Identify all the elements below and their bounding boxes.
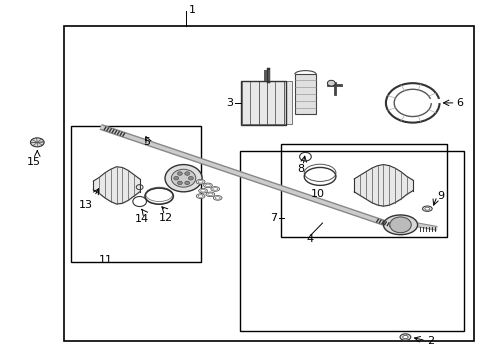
Ellipse shape [205,184,210,186]
Bar [281,144,446,237]
Bar [283,81,292,125]
Bar [266,81,275,125]
Ellipse shape [198,195,203,197]
Ellipse shape [383,215,417,235]
Ellipse shape [30,138,44,147]
Text: 8: 8 [296,164,304,174]
Circle shape [164,165,202,192]
Circle shape [327,80,334,86]
Bar [71,126,200,262]
Circle shape [184,181,189,185]
Ellipse shape [399,334,410,340]
Ellipse shape [207,193,212,195]
Text: 6: 6 [456,98,463,108]
Circle shape [389,217,410,233]
Ellipse shape [210,186,219,191]
Ellipse shape [422,206,431,211]
Circle shape [171,169,195,187]
Ellipse shape [402,336,407,339]
Circle shape [188,176,193,180]
Circle shape [177,181,182,185]
Text: 1: 1 [188,5,195,15]
Text: 4: 4 [306,234,313,244]
Text: 9: 9 [436,191,443,201]
Ellipse shape [215,197,220,199]
Bar [241,81,285,125]
Text: 11: 11 [98,255,112,265]
Ellipse shape [196,194,204,198]
Text: 10: 10 [310,189,324,199]
Text: 13: 13 [79,200,93,210]
Text: 2: 2 [427,336,434,346]
Ellipse shape [198,188,207,193]
Bar [250,81,259,125]
Circle shape [177,172,182,175]
Ellipse shape [196,180,204,184]
Text: 7: 7 [269,213,277,222]
Text: 15: 15 [27,157,41,167]
Circle shape [184,172,189,175]
Ellipse shape [200,189,205,192]
Circle shape [173,176,178,180]
Ellipse shape [198,180,203,183]
Text: 12: 12 [158,213,172,223]
Bar [275,81,284,125]
Ellipse shape [205,192,214,197]
Bar [258,81,267,125]
Bar [294,74,316,114]
Ellipse shape [203,183,212,188]
Bar [64,26,473,341]
Bar [239,151,463,330]
Bar [242,81,250,125]
Ellipse shape [424,207,429,210]
Ellipse shape [213,195,222,200]
Text: 14: 14 [135,214,149,224]
Text: 3: 3 [226,98,233,108]
Ellipse shape [212,188,217,190]
Text: 5: 5 [143,138,150,147]
